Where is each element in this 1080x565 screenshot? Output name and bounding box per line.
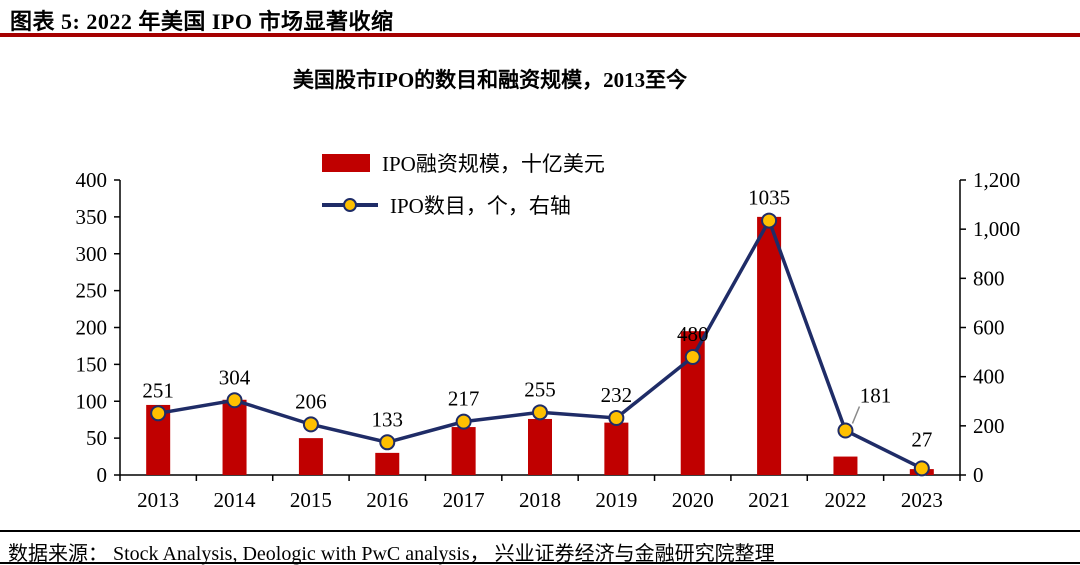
svg-text:255: 255 [524,377,556,401]
svg-text:2020: 2020 [672,488,714,512]
legend-item-bar: IPO融资规模，十亿美元 [322,150,605,176]
svg-text:2018: 2018 [519,488,561,512]
svg-text:206: 206 [295,389,327,413]
svg-text:2019: 2019 [595,488,637,512]
bar-swatch-icon [322,154,370,172]
svg-text:600: 600 [973,316,1005,340]
svg-text:2016: 2016 [366,488,408,512]
svg-text:2014: 2014 [214,488,257,512]
legend-item-line: IPO数目，个，右轴 [322,192,605,218]
svg-text:217: 217 [448,387,480,411]
svg-text:200: 200 [76,316,108,340]
svg-text:2017: 2017 [443,488,485,512]
line-marker-icon [322,196,378,214]
title-underline [0,33,1080,37]
svg-text:2022: 2022 [824,488,866,512]
svg-text:480: 480 [677,322,709,346]
legend-line-dot [343,198,357,212]
footer-divider-bottom [0,562,1080,564]
svg-text:350: 350 [76,205,108,229]
svg-text:250: 250 [76,279,108,303]
svg-text:300: 300 [76,242,108,266]
svg-text:100: 100 [76,389,108,413]
chart-legend: IPO融资规模，十亿美元 IPO数目，个，右轴 [322,150,605,234]
svg-text:50: 50 [86,426,107,450]
svg-text:400: 400 [76,168,108,192]
figure-title: 图表 5: 2022 年美国 IPO 市场显著收缩 [10,9,394,34]
svg-text:304: 304 [219,365,251,389]
svg-text:800: 800 [973,266,1005,290]
svg-text:251: 251 [142,378,174,402]
svg-text:150: 150 [76,352,108,376]
svg-text:232: 232 [601,383,633,407]
svg-text:181: 181 [860,384,892,408]
svg-text:1,200: 1,200 [973,168,1020,192]
svg-text:200: 200 [973,414,1005,438]
svg-text:2021: 2021 [748,488,790,512]
legend-label-bar: IPO融资规模，十亿美元 [382,152,605,176]
svg-text:2015: 2015 [290,488,332,512]
svg-text:400: 400 [973,365,1005,389]
svg-text:133: 133 [372,407,404,431]
combo-chart: 0 50 100 150 200 250 300 350 400 0 200 400 600 800 1,0… [76,168,1021,512]
footer-divider-top [0,530,1080,532]
svg-text:2013: 2013 [137,488,179,512]
svg-text:1,000: 1,000 [973,217,1020,241]
svg-text:2023: 2023 [901,488,943,512]
legend-label-line: IPO数目，个，右轴 [390,194,571,218]
chart-title: 美国股市IPO的数目和融资规模，2013至今 [292,68,688,92]
svg-text:1035: 1035 [748,186,790,210]
data-source-note: 数据来源： Stock Analysis, Deologic with PwC … [8,543,775,565]
svg-text:0: 0 [97,463,108,487]
svg-text:0: 0 [973,463,984,487]
svg-text:27: 27 [911,427,932,451]
